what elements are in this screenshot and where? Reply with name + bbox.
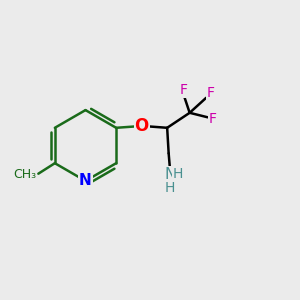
Text: N: N: [164, 167, 176, 182]
Text: H: H: [172, 167, 183, 181]
Text: CH₃: CH₃: [14, 168, 37, 181]
Text: N: N: [79, 173, 92, 188]
Text: F: F: [207, 86, 215, 100]
Text: O: O: [134, 117, 149, 135]
Text: F: F: [208, 112, 216, 126]
Text: H: H: [165, 181, 175, 195]
Text: F: F: [180, 83, 188, 97]
